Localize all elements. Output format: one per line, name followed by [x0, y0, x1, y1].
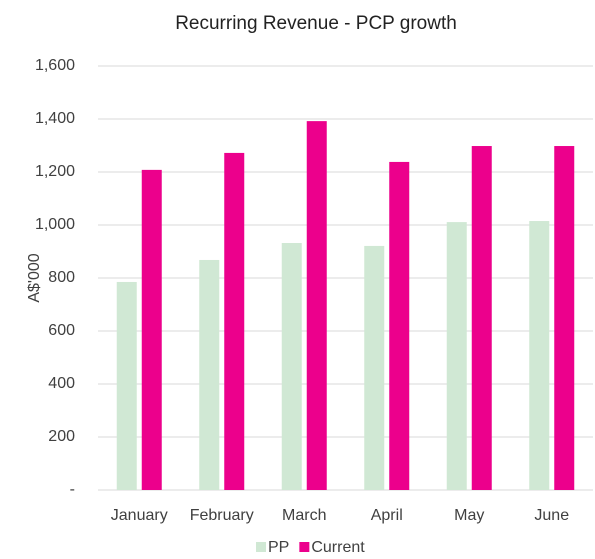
- y-tick-label: 800: [48, 269, 75, 286]
- y-tick-label: -: [70, 481, 75, 498]
- x-tick-label: April: [371, 507, 403, 524]
- legend-label: Current: [311, 539, 365, 556]
- x-tick-label: February: [190, 507, 254, 524]
- legend-swatch: [256, 542, 266, 552]
- y-tick-label: 1,600: [35, 57, 75, 74]
- bar: [471, 146, 492, 490]
- bar: [281, 243, 302, 490]
- bar: [224, 152, 245, 491]
- y-tick-label: 600: [48, 322, 75, 339]
- bar: [199, 259, 220, 490]
- y-axis-label: A$'000: [26, 253, 43, 302]
- bar: [306, 121, 327, 491]
- y-tick-label: 1,000: [35, 216, 75, 233]
- bar: [446, 222, 467, 490]
- y-tick-label: 200: [48, 428, 75, 445]
- bar: [364, 245, 385, 490]
- bar: [141, 169, 162, 490]
- y-tick-label: 1,200: [35, 163, 75, 180]
- bar: [529, 221, 550, 490]
- x-tick-label: June: [534, 507, 569, 524]
- y-tick-label: 1,400: [35, 110, 75, 127]
- y-tick-label: 400: [48, 375, 75, 392]
- legend-label: PP: [268, 539, 289, 556]
- bar: [116, 281, 137, 490]
- x-tick-label: January: [111, 507, 168, 524]
- legend-swatch: [299, 542, 310, 552]
- x-tick-label: May: [454, 507, 484, 524]
- x-tick-label: March: [282, 507, 326, 524]
- bar: [554, 146, 575, 490]
- chart-title: Recurring Revenue - PCP growth: [175, 13, 457, 34]
- bar: [389, 161, 410, 490]
